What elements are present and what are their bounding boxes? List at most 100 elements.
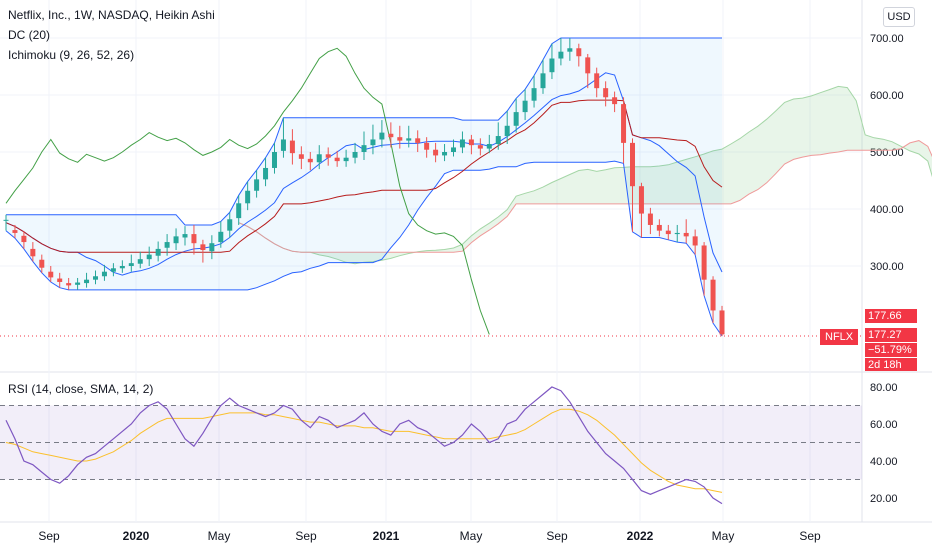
candle-body [164,242,170,248]
rsi-indicator-label[interactable]: RSI (14, close, SMA, 14, 2) [8,382,154,396]
chart-title: Netflix, Inc., 1W, NASDAQ, Heikin Ashi [8,8,215,22]
candle-body [719,310,725,335]
candle-body [665,230,671,235]
candle-body [272,152,277,168]
candle-body [128,263,134,266]
price-change-label: −51.79% [865,343,917,357]
candle-body [594,73,600,89]
candle-body [612,97,618,105]
rsi-tick-label: 60.00 [870,419,898,431]
candle-body [388,133,394,138]
price-tick-label: 300.00 [870,261,904,273]
candle-body [585,57,591,74]
candle-body [567,48,573,52]
rsi-tick-label: 40.00 [870,456,898,468]
rsi-band-fill [0,405,862,480]
rsi-line [5,386,723,505]
candle-body [433,149,439,156]
candle-body [298,154,304,159]
candle-body [352,152,358,158]
ichimoku-cloud [238,86,932,264]
candle-body [549,58,555,73]
price-tick-label: 700.00 [870,33,904,45]
indicator-ichimoku-label[interactable]: Ichimoku (9, 26, 52, 26) [8,48,135,62]
donchian-fill [6,38,722,337]
candle-body [155,248,161,256]
candle-body [495,136,501,145]
candle-body [84,279,90,284]
candle-body [93,276,98,280]
candle-body [361,145,367,152]
candle-body [236,203,242,219]
candle-body [531,88,537,101]
candle-body [513,112,519,126]
time-tick-label: 2020 [123,529,150,543]
candle-body [406,138,412,141]
candle-body [173,236,179,244]
candle-body [325,154,331,158]
candle-body [638,186,644,214]
bar-countdown-label: 2d 18h [865,358,917,371]
candle-body [459,139,465,148]
candle-body [468,139,474,146]
candle-body [254,179,260,191]
candle-body [200,244,206,251]
candle-body [477,145,483,149]
candle-body [710,279,716,311]
indicator-donchian-label[interactable]: DC (20) [8,28,51,42]
donchian-upper [6,37,722,226]
time-tick-label: May [712,529,735,543]
time-tick-label: Sep [38,529,60,543]
candle-body [21,235,27,243]
candle-body [119,266,125,269]
candle-body [683,232,689,237]
time-tick-label: Sep [295,529,317,543]
rsi-ma-line [5,408,723,493]
time-tick-label: May [208,529,231,543]
price-tick-label: 600.00 [870,90,904,102]
price-level-label: 177.66 [865,309,917,323]
candle-body [12,230,18,233]
rsi-tick-label: 80.00 [870,382,898,394]
candle-body [603,88,609,98]
candle-body [3,219,9,221]
candle-body [245,190,251,204]
donchian-lower [5,160,723,337]
candle-body [57,278,63,282]
candle-body [701,245,707,280]
candle-body [370,139,376,146]
time-tick-label: May [460,529,483,543]
candle-body [110,268,116,272]
candle-body [504,125,510,137]
candle-body [621,104,627,143]
candle-body [48,271,54,278]
candle-body [30,248,36,257]
candle-body [647,213,653,225]
ichimoku-chikou [5,47,490,335]
candle-body [39,259,45,268]
last-price-label: 177.27 [865,328,917,342]
rsi-tick-label: 20.00 [870,493,898,505]
candle-body [101,271,107,277]
candle-body [576,48,582,57]
candle-body [451,147,456,152]
candle-body [227,219,233,231]
candle-body [379,132,385,140]
candle-body [486,144,492,149]
candle-body [334,157,340,162]
candle-body [442,152,448,156]
candle-body [558,51,564,59]
candle-body [415,138,421,143]
ichimoku-span-a [238,85,932,265]
candle-body [146,254,152,260]
candle-body [656,224,662,231]
candle-body [137,259,143,264]
currency-button[interactable]: USD [883,7,915,27]
candle-body [289,140,295,154]
candle-body [397,137,403,141]
candle-body [316,154,322,163]
candle-body [424,142,430,150]
